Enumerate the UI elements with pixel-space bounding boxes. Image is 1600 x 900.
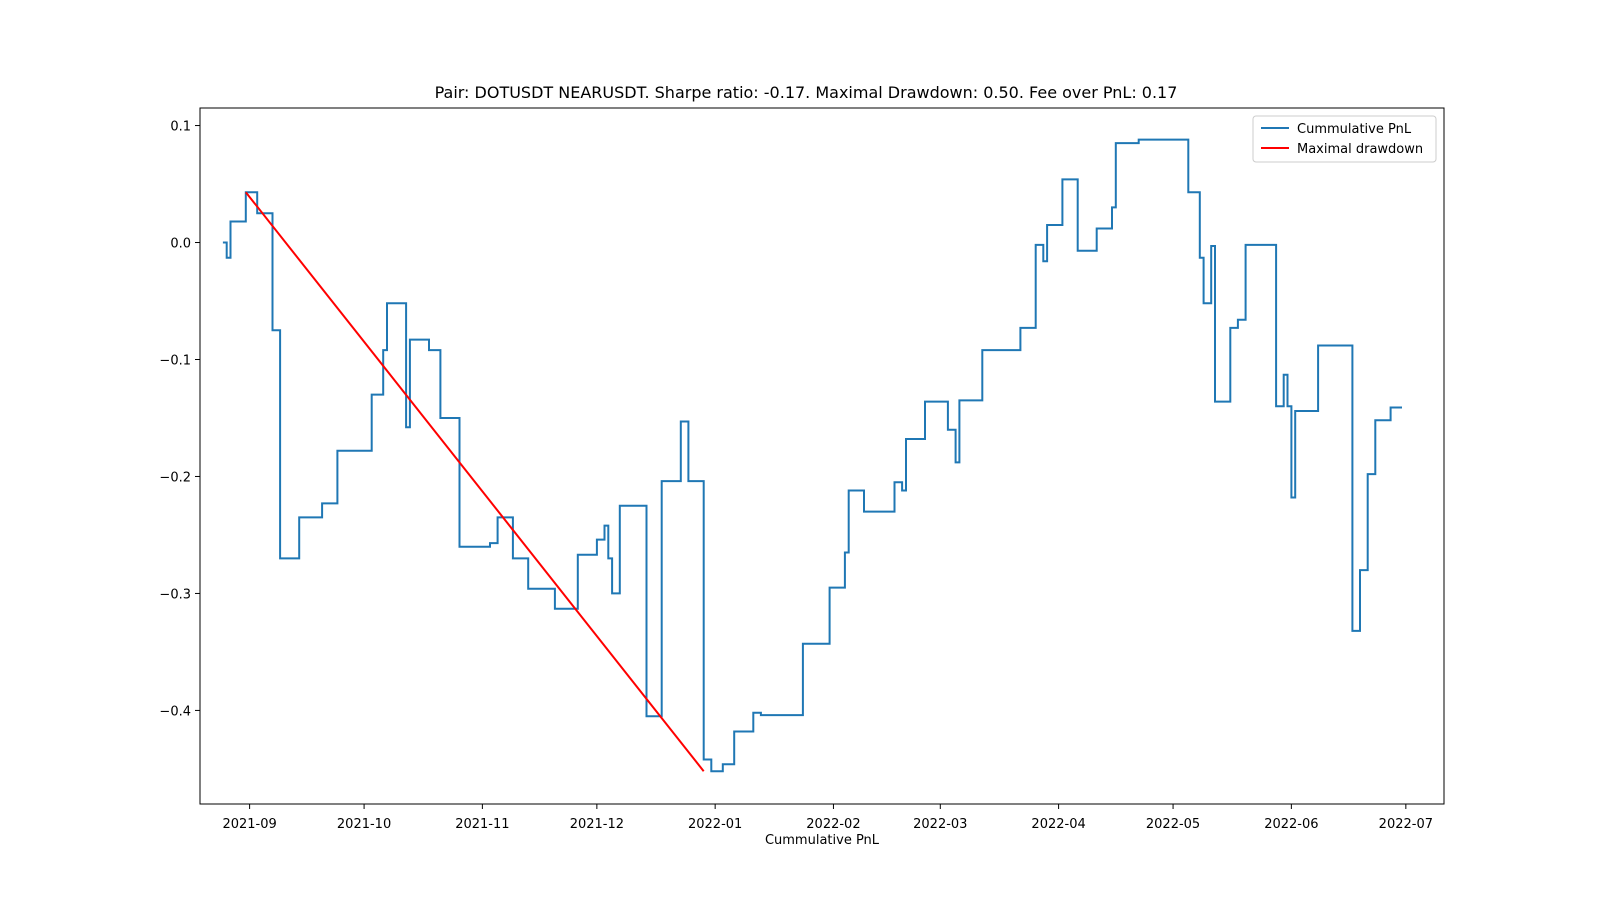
y-tick-label: −0.3 [159,587,191,602]
x-axis: 2021-09 2021-10 2021-11 2021-12 2022-01 2022-… [222,804,1433,832]
legend: Cummulative PnL Maximal drawdown [1252,115,1437,163]
x-tick-label: 2022-04 [1031,817,1085,832]
y-tick-label: 0.1 [170,120,191,135]
x-axis-label: Cummulative PnL [765,833,880,848]
x-tick-label: 2021-11 [455,817,509,832]
x-tick-label: 2022-02 [806,817,860,832]
y-tick-label: −0.2 [159,470,191,485]
x-tick-label: 2022-07 [1379,817,1433,832]
x-tick-label: 2022-06 [1264,817,1318,832]
y-tick-label: −0.1 [159,353,191,368]
series-line-cumulative-pnl [222,138,1402,773]
series-line-maximal-drawdown [245,191,705,772]
legend-box [1252,115,1437,163]
x-tick-label: 2021-09 [222,817,276,832]
x-tick-label: 2022-05 [1146,817,1200,832]
legend-label-cumulative-pnl: Cummulative PnL [1297,122,1412,137]
x-tick-label: 2022-01 [688,817,742,832]
plot-area [222,138,1402,773]
legend-label-maximal-drawdown: Maximal drawdown [1297,142,1423,157]
axes-frame [199,107,1445,805]
y-tick-label: −0.4 [159,704,191,719]
y-tick-label: 0.0 [170,237,191,252]
x-tick-label: 2021-12 [570,817,624,832]
chart-title: Pair: DOTUSDT NEARUSDT. Sharpe ratio: -0… [435,83,1178,102]
y-axis: 0.1 0.0 −0.1 −0.2 −0.3 −0.4 [159,120,200,719]
x-tick-label: 2022-03 [913,817,967,832]
x-tick-label: 2021-10 [337,817,391,832]
